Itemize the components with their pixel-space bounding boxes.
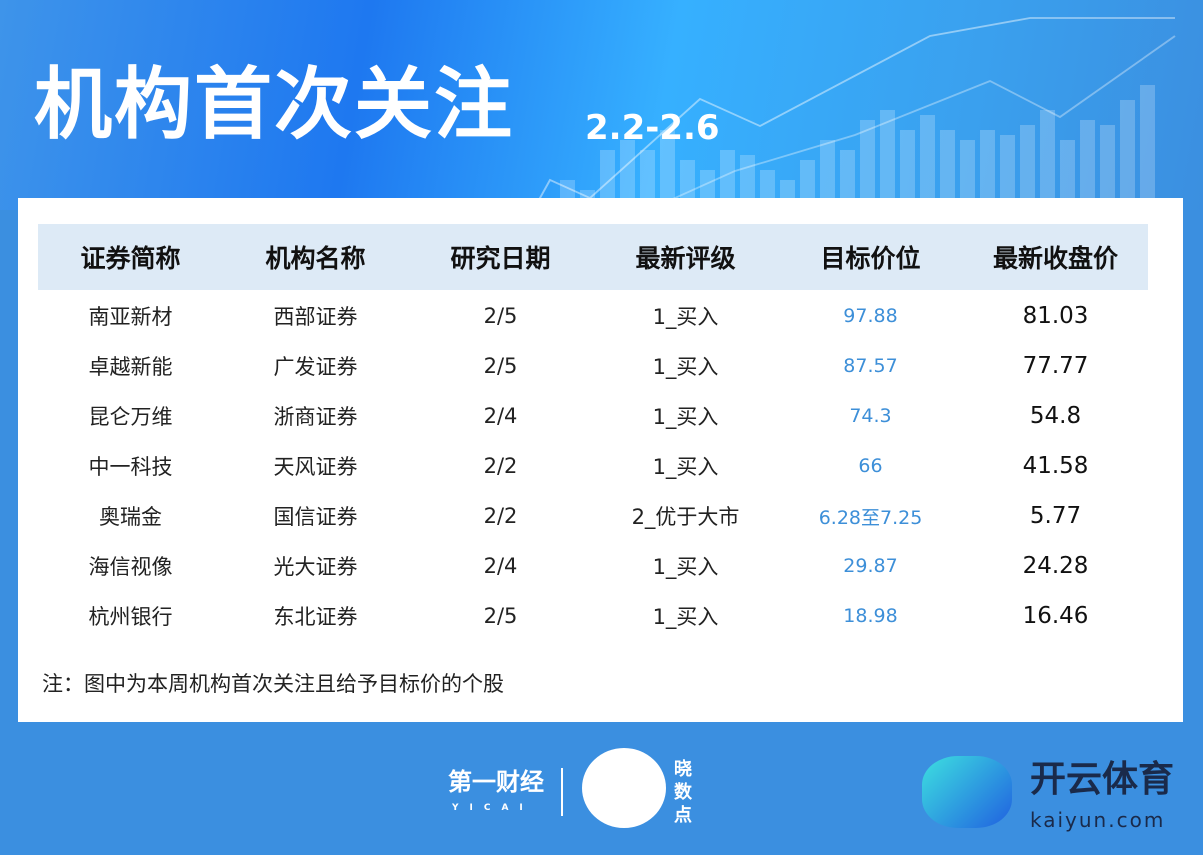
stock-name: 昆仑万维 <box>88 405 173 429</box>
column-header: 研究日期 <box>450 244 551 273</box>
research-date: 2/5 <box>483 604 518 628</box>
decor-bar <box>1000 135 1015 210</box>
close-price: 77.77 <box>1022 353 1089 379</box>
decor-bar <box>1040 110 1055 210</box>
rating: 1_买入 <box>652 555 719 579</box>
target-price: 87.57 <box>843 355 898 377</box>
kaiyun-url: kaiyun.com <box>1030 808 1166 832</box>
institution-name: 西部证券 <box>273 305 358 329</box>
research-date: 2/5 <box>483 354 518 378</box>
decor-bar <box>640 150 655 210</box>
decor-bar <box>600 150 615 210</box>
stock-name: 中一科技 <box>88 455 173 479</box>
decor-bar <box>1100 125 1115 210</box>
yicai-logo: 第一财经 <box>448 768 544 796</box>
table-row: 中一科技 天风证券 2/2 1_买入 66 41.58 <box>38 441 1148 491</box>
stock-name: 杭州银行 <box>88 605 173 629</box>
column-header: 目标价位 <box>820 244 921 273</box>
research-date: 2/4 <box>483 404 518 428</box>
decor-bar <box>820 140 835 210</box>
decor-bar <box>900 130 915 210</box>
target-price: 29.87 <box>843 555 898 577</box>
banner: 机构首次关注 2.2-2.6 <box>0 0 1203 210</box>
stock-name: 卓越新能 <box>88 355 173 379</box>
decor-bar <box>720 150 735 210</box>
decor-bar <box>740 155 755 210</box>
research-date: 2/2 <box>483 504 518 528</box>
data-table-card: 证券简称 机构名称 研究日期 最新评级 目标价位 最新收盘价 南亚新材 西部证券 2… <box>18 198 1183 722</box>
decor-bar <box>620 140 635 210</box>
target-price: 97.88 <box>843 305 898 327</box>
table-header: 证券简称 机构名称 研究日期 最新评级 目标价位 最新收盘价 <box>38 224 1148 290</box>
close-price: 16.46 <box>1022 603 1089 629</box>
decor-bar <box>680 160 695 210</box>
close-price: 5.77 <box>1029 503 1082 529</box>
target-price: 18.98 <box>843 605 898 627</box>
rating: 1_买入 <box>652 455 719 479</box>
stock-name: 南亚新材 <box>88 305 173 329</box>
decor-bar <box>860 120 875 210</box>
close-price: 54.8 <box>1029 403 1082 429</box>
close-price: 81.03 <box>1022 303 1089 329</box>
column-header: 最新收盘价 <box>992 244 1118 273</box>
institution-name: 广发证券 <box>273 355 358 379</box>
table-row: 南亚新材 西部证券 2/5 1_买入 97.88 81.03 <box>38 291 1148 341</box>
stock-name: 奥瑞金 <box>99 505 162 529</box>
rating: 2_优于大市 <box>631 505 740 529</box>
decor-bar <box>920 115 935 210</box>
table-row: 昆仑万维 浙商证券 2/4 1_买入 74.3 54.8 <box>38 391 1148 441</box>
footnote: 注：图中为本周机构首次关注且给予目标价的个股 <box>42 672 504 696</box>
research-date: 2/5 <box>483 304 518 328</box>
close-price: 41.58 <box>1022 453 1089 479</box>
date-range: 2.2-2.6 <box>585 108 720 148</box>
decor-bar <box>980 130 995 210</box>
kaiyun-logo-mark <box>922 756 1012 828</box>
stock-name: 海信视像 <box>88 555 173 579</box>
yicai-logo-sub: YICAI <box>452 803 534 813</box>
table-row: 奥瑞金 国信证券 2/2 2_优于大市 6.28至7.25 5.77 <box>38 491 1148 541</box>
decor-bar <box>960 140 975 210</box>
institution-name: 浙商证券 <box>273 405 358 429</box>
rating: 1_买入 <box>652 355 719 379</box>
table-row: 卓越新能 广发证券 2/5 1_买入 87.57 77.77 <box>38 341 1148 391</box>
rating: 1_买入 <box>652 605 719 629</box>
decor-line <box>557 35 1176 210</box>
decor-bar <box>1120 100 1135 210</box>
target-price: 6.28至7.25 <box>818 506 923 529</box>
xiaoshudian-logo-mark <box>582 748 666 828</box>
xiaoshudian-logo: 晓数点 <box>674 759 692 826</box>
research-date: 2/4 <box>483 554 518 578</box>
institution-name: 天风证券 <box>273 455 358 479</box>
decor-bar <box>800 160 815 210</box>
decor-line <box>532 17 1175 210</box>
institution-name: 国信证券 <box>273 505 358 529</box>
column-header: 最新评级 <box>635 244 736 273</box>
decor-bar <box>1080 120 1095 210</box>
institution-name: 东北证券 <box>273 605 358 629</box>
kaiyun-logo: 开云体育 <box>1030 759 1175 800</box>
target-price: 66 <box>858 455 883 477</box>
decor-bar <box>880 110 895 210</box>
decor-bar <box>1020 125 1035 210</box>
divider <box>561 768 563 816</box>
target-price: 74.3 <box>849 405 892 427</box>
column-header: 证券简称 <box>80 244 181 273</box>
rating: 1_买入 <box>652 405 719 429</box>
decor-bar <box>1140 85 1155 210</box>
decor-bar <box>660 130 675 210</box>
column-header: 机构名称 <box>265 244 366 273</box>
page-title: 机构首次关注 <box>34 60 515 150</box>
research-date: 2/2 <box>483 454 518 478</box>
chart-decoration <box>532 17 1176 210</box>
rating: 1_买入 <box>652 305 719 329</box>
table-row: 杭州银行 东北证券 2/5 1_买入 18.98 16.46 <box>38 591 1148 641</box>
institution-name: 光大证券 <box>273 555 358 579</box>
table-row: 海信视像 光大证券 2/4 1_买入 29.87 24.28 <box>38 541 1148 591</box>
decor-bar <box>1060 140 1075 210</box>
close-price: 24.28 <box>1022 553 1089 579</box>
decor-bar <box>840 150 855 210</box>
decor-bar <box>940 130 955 210</box>
